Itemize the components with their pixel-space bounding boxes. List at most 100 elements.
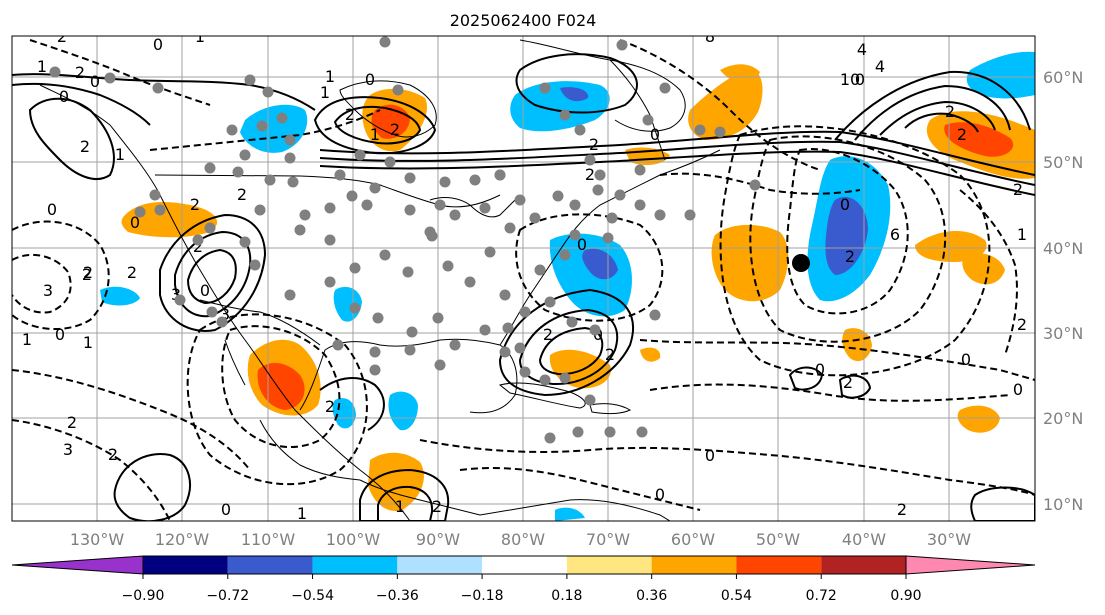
station-dot [372, 312, 384, 324]
station-dot [244, 74, 256, 86]
station-dot [49, 66, 61, 78]
station-dot [559, 372, 571, 384]
contour-label: 2 [325, 397, 335, 416]
contour-solid-northeast-atlantic-high-4 [904, 112, 979, 133]
longitude-labels: 130°W 120°W 110°W 100°W 90°W 80°W 70°W 60°W 50°W… [70, 530, 971, 549]
station-dot [434, 199, 446, 211]
station-dot [519, 366, 531, 378]
station-dot [284, 134, 296, 146]
colorbar-frame [142, 555, 907, 575]
station-dot [514, 342, 526, 354]
station-dot [239, 149, 251, 161]
colorbar-tick-label: −0.36 [376, 588, 419, 604]
station-dot [299, 209, 311, 221]
station-dot [649, 309, 661, 321]
station-dot [589, 324, 601, 336]
contour-label: 2 [237, 185, 247, 204]
station-dot [349, 262, 361, 274]
contour-dashed-north-atlantic-line [659, 172, 861, 195]
station-dot [464, 276, 476, 288]
station-dot [572, 426, 584, 438]
contour-dashed-mid-atlantic-trough-3 [719, 125, 991, 377]
contour-label: 1 [1017, 225, 1027, 244]
coastline-central-america [359, 479, 481, 516]
contour-label: 0 [59, 87, 69, 106]
colorbar-tick-label: 0.72 [806, 588, 837, 604]
latitude-label: 20°N [1043, 409, 1083, 428]
lat-lon-gridlines [12, 36, 1035, 521]
station-dot [369, 364, 381, 376]
positive-area-southeast-atlantic [957, 405, 1000, 433]
contour-label: 0 [365, 70, 375, 89]
negative-area-gulf-of-mexico [388, 391, 418, 431]
contour-label: 0 [1013, 380, 1023, 399]
station-dot [284, 152, 296, 164]
contour-label: 0 [55, 325, 65, 344]
station-dot [134, 206, 146, 218]
contour-label: 2 [957, 125, 967, 144]
contour-label: 1 [325, 67, 335, 86]
positive-area-south-florida [640, 347, 661, 362]
contour-label: 0 [221, 500, 231, 519]
contour-label: 1 [320, 83, 330, 102]
station-dot [324, 276, 336, 288]
station-dot [216, 316, 228, 328]
contour-label: 2 [843, 373, 853, 392]
contour-dashed-west-pacific-ring-1 [12, 220, 110, 331]
colorbar-tick-label: −0.54 [291, 588, 334, 604]
coastlines [39, 39, 721, 521]
station-dot [432, 312, 444, 324]
station-dot [634, 164, 646, 176]
contour-label: 2 [945, 102, 955, 121]
contour-dashed-subtropical-line [649, 383, 1011, 402]
contour-dashed-south-central-line [459, 467, 701, 511]
contour-label: 2 [605, 345, 615, 364]
station-dot [404, 172, 416, 184]
contour-label: 0 [840, 195, 850, 214]
contour-label: 10 [840, 70, 860, 89]
colorbar-tick-label: 0.54 [721, 588, 752, 604]
station-dot [514, 194, 526, 206]
station-dot [249, 259, 261, 271]
station-dot [192, 234, 204, 246]
latitude-label: 40°N [1043, 239, 1083, 258]
coastline-greenland [519, 39, 686, 132]
station-dot [369, 182, 381, 194]
station-dot [361, 199, 373, 211]
contour-solid-central-america-ring-2 [377, 485, 434, 521]
station-dot [354, 149, 366, 161]
latitude-label: 30°N [1043, 324, 1083, 343]
station-dot [602, 232, 614, 244]
contour-label: 6 [890, 225, 900, 244]
contour-dashed-northwest-line [29, 39, 211, 106]
contour-label: 2 [845, 247, 855, 266]
station-dot [284, 289, 296, 301]
contour-solid-northeast-atlantic-high-3 [879, 100, 996, 136]
station-dot [574, 124, 586, 136]
contour-dashed-greenland-line [619, 39, 821, 171]
station-dot [256, 120, 268, 132]
station-dot [559, 109, 571, 121]
station-dot [566, 316, 578, 328]
station-dot [442, 260, 454, 272]
station-dot [334, 169, 346, 181]
station-dot [614, 189, 626, 201]
station-dot [714, 126, 726, 138]
station-dot [346, 190, 358, 202]
colorbar-extend-max [905, 555, 1036, 575]
station-dot [479, 202, 491, 214]
station-dot [239, 236, 251, 248]
contour-label: 0 [705, 446, 715, 465]
contour-dashed-mid-atlantic-trough-2 [749, 135, 947, 343]
contour-label: 1 [195, 27, 205, 46]
station-dot [254, 204, 266, 216]
contour-label: 3 [171, 285, 181, 304]
longitude-label: 50°W [756, 530, 800, 549]
contour-solid-canada-west [12, 73, 316, 111]
contour-label: 2 [190, 195, 200, 214]
station-dot [642, 114, 654, 126]
colorbar-segment [397, 556, 483, 574]
station-dot [606, 212, 618, 224]
